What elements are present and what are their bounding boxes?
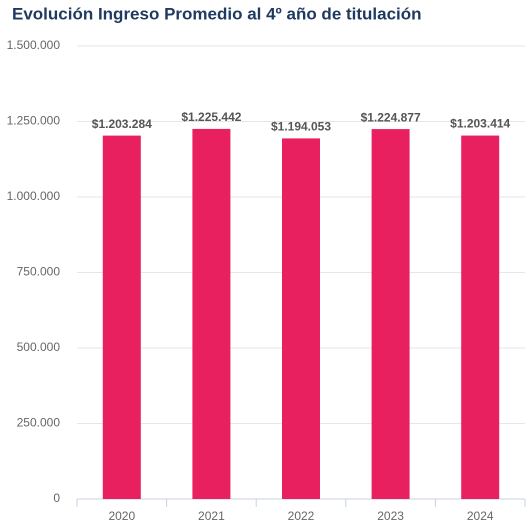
bar — [461, 135, 500, 499]
chart-title: Evolución Ingreso Promedio al 4º año de … — [12, 4, 422, 23]
y-tick-label: 250.000 — [17, 416, 61, 430]
value-label: $1.194.053 — [271, 120, 331, 134]
value-label: $1.225.442 — [181, 110, 241, 124]
x-tick-label: 2021 — [198, 509, 225, 523]
y-tick-label: 0 — [53, 491, 60, 505]
y-tick-label: 750.000 — [17, 265, 61, 279]
x-tick-label: 2024 — [467, 509, 494, 523]
y-tick-label: 1.000.000 — [7, 189, 61, 203]
value-label: $1.224.877 — [361, 110, 421, 124]
y-tick-label: 500.000 — [17, 340, 61, 354]
bar — [102, 135, 141, 500]
value-label: $1.203.284 — [92, 117, 152, 131]
x-tick-label: 2020 — [108, 509, 135, 523]
bar — [282, 138, 320, 499]
x-tick-label: 2022 — [288, 509, 315, 523]
bar — [192, 128, 231, 500]
x-tick-label: 2023 — [377, 509, 404, 523]
y-tick-label: 1.500.000 — [7, 38, 61, 52]
bar — [371, 129, 410, 499]
y-tick-label: 1.250.000 — [7, 114, 61, 128]
value-label: $1.203.414 — [450, 117, 510, 131]
